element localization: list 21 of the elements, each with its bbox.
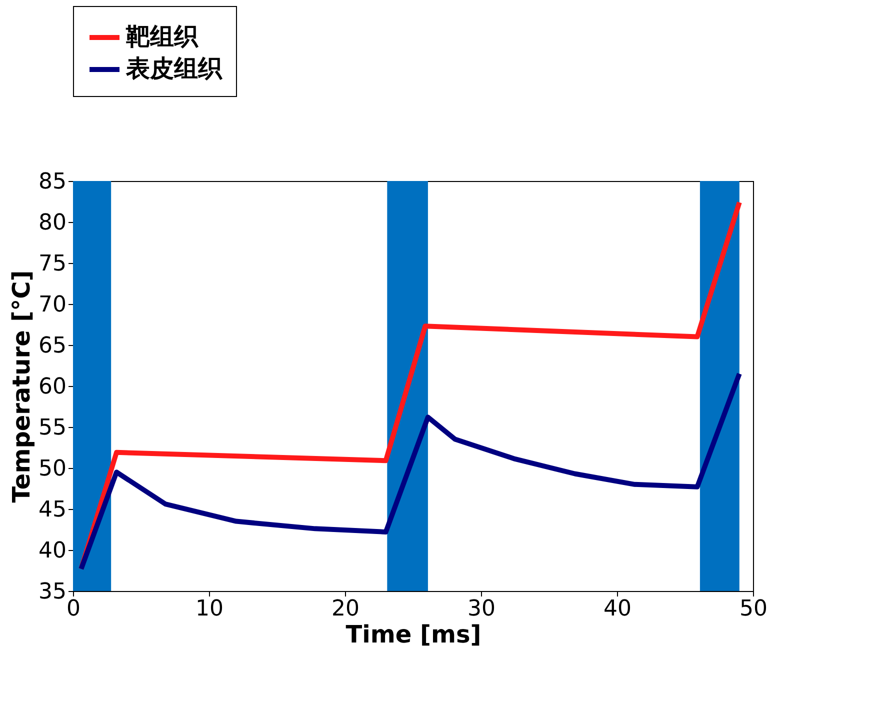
y-axis-title: Temperature [°C] [8,270,36,503]
x-axis-title: Time [ms] [346,620,482,648]
y-tick-label: 85 [38,170,66,194]
x-tick-label: 20 [332,596,360,622]
y-tick-label: 60 [38,374,66,400]
y-tick-label: 75 [38,252,66,276]
y-tick-label: 55 [38,416,66,440]
x-tick-label: 0 [66,596,80,622]
y-tick-label: 40 [38,538,66,564]
y-tick-label: 65 [38,334,66,358]
y-tick-label: 70 [38,292,66,318]
y-tick-label: 45 [38,498,66,522]
x-tick-label: 10 [196,596,224,622]
x-tick-label: 30 [468,596,496,622]
x-tick-label: 40 [604,596,632,622]
legend-label: 靶组织 [125,22,199,50]
legend-label: 表皮组织 [125,54,223,82]
x-tick-label: 50 [740,596,768,622]
y-tick-label: 80 [38,210,66,236]
y-tick-label: 35 [38,580,66,604]
y-tick-label: 50 [38,456,66,482]
